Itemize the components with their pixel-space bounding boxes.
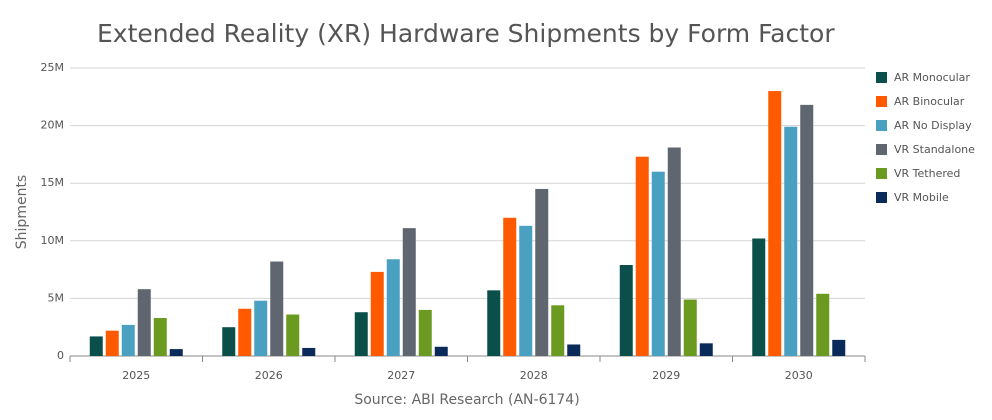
- chart-title: Extended Reality (XR) Hardware Shipments…: [97, 19, 835, 48]
- bar: [667, 147, 681, 356]
- bar: [635, 156, 649, 356]
- legend-label: VR Tethered: [894, 167, 960, 180]
- y-axis-label: Shipments: [14, 175, 30, 249]
- bar: [354, 312, 368, 356]
- bar: [89, 336, 103, 356]
- bar: [386, 259, 400, 356]
- legend-label: VR Mobile: [894, 191, 949, 204]
- bar: [153, 317, 167, 356]
- bar: [169, 349, 183, 356]
- legend-label: VR Standalone: [894, 143, 975, 156]
- bar: [519, 225, 533, 356]
- bar: [402, 228, 416, 356]
- bar: [222, 327, 236, 356]
- bar: [487, 290, 501, 356]
- source: Source: ABI Research (AN-6174): [354, 392, 579, 408]
- bar: [254, 300, 268, 356]
- bar: [619, 264, 633, 356]
- legend-swatch: [876, 72, 887, 83]
- legend-swatch: [876, 192, 887, 203]
- y-tick-label: 20M: [41, 119, 65, 132]
- bar: [105, 330, 119, 356]
- x-tick-label: 2027: [387, 369, 415, 382]
- legend-label: AR Binocular: [894, 95, 965, 108]
- bar: [302, 347, 316, 356]
- bar: [238, 308, 252, 356]
- y-tick-label: 10M: [41, 234, 65, 247]
- legend-swatch: [876, 120, 887, 131]
- bar: [551, 305, 565, 356]
- y-tick-label: 25M: [41, 61, 65, 74]
- bar: [137, 289, 151, 356]
- bar: [418, 309, 432, 356]
- legend-label: AR Monocular: [894, 71, 970, 84]
- bar: [270, 261, 284, 356]
- bar: [434, 346, 448, 356]
- x-tick-label: 2030: [785, 369, 813, 382]
- legend-swatch: [876, 168, 887, 179]
- bar: [503, 217, 517, 356]
- y-tick-label: 15M: [41, 176, 65, 189]
- bar: [121, 324, 135, 356]
- y-tick-label: 5M: [48, 291, 65, 304]
- bar: [816, 293, 830, 356]
- bar: [699, 343, 713, 356]
- x-tick-label: 2026: [255, 369, 283, 382]
- x-tick-label: 2025: [122, 369, 150, 382]
- bar: [768, 91, 782, 356]
- bar: [567, 344, 581, 356]
- legend-swatch: [876, 144, 887, 155]
- y-tick-label: 0: [57, 349, 64, 362]
- bar: [370, 271, 384, 356]
- legend-swatch: [876, 96, 887, 107]
- x-tick-label: 2029: [652, 369, 680, 382]
- bar: [651, 171, 665, 356]
- bar: [535, 188, 549, 356]
- bar: [784, 126, 798, 356]
- bar: [800, 104, 814, 356]
- bar: [832, 339, 846, 356]
- x-tick-label: 2028: [520, 369, 548, 382]
- bar: [752, 238, 766, 356]
- legend-label: AR No Display: [894, 119, 972, 132]
- bar: [683, 299, 697, 356]
- bar: [286, 314, 300, 356]
